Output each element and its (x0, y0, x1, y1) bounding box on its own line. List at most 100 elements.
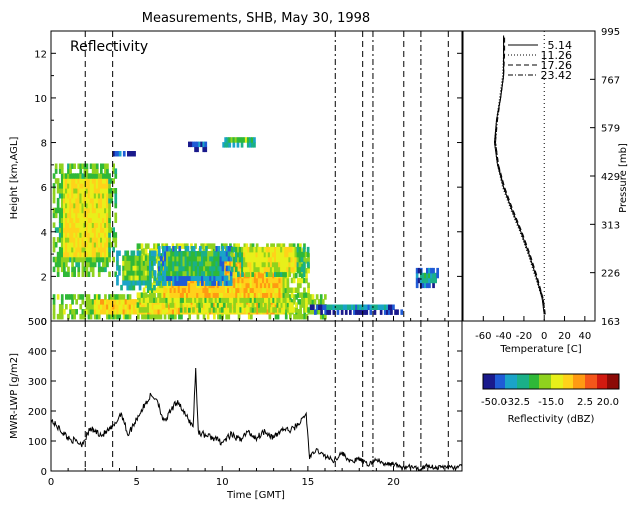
radar-cell (227, 302, 230, 308)
radar-cell (237, 292, 240, 298)
radar-cell (294, 266, 298, 273)
radar-cell (309, 304, 313, 310)
radar-cell (196, 313, 200, 320)
radar-cell (102, 261, 105, 268)
radar-cell (167, 292, 171, 298)
radar-cell (223, 255, 227, 262)
radar-cell (52, 212, 56, 219)
radar-cell (157, 309, 161, 315)
radar-cell (202, 243, 206, 249)
radar-cell (77, 173, 81, 179)
radar-cell (199, 270, 202, 277)
radar-cell (239, 272, 243, 279)
radar-cell (151, 304, 155, 310)
radar-cell (206, 307, 210, 313)
radar-cell (202, 304, 206, 310)
radar-cell (142, 297, 146, 303)
radar-cell (175, 302, 179, 308)
radar-cell (268, 287, 271, 293)
colorbar-cell (519, 374, 522, 389)
pressure-tick-label: 226 (601, 269, 620, 280)
radar-cell (60, 309, 64, 315)
radar-cell (204, 292, 208, 298)
radar-cell (106, 227, 109, 233)
radar-cell (340, 309, 344, 315)
pressure-tick-label: 579 (601, 124, 620, 135)
radar-cell (251, 307, 255, 313)
radar-cell (69, 207, 72, 214)
radar-cell (60, 222, 64, 228)
colorbar-cell (503, 374, 506, 389)
radar-cell (93, 294, 97, 300)
radar-cell (396, 309, 399, 315)
radar-cell (91, 163, 95, 169)
radar-cell (132, 280, 136, 286)
radar-cell (239, 282, 243, 289)
colorbar-gradient (483, 374, 620, 389)
radar-cell (267, 271, 271, 277)
radar-cell (247, 307, 251, 313)
radar-cell (188, 255, 192, 262)
radar-cell (161, 297, 164, 303)
radar-cell (100, 227, 103, 233)
radar-cell (282, 271, 285, 277)
radar-cell (95, 202, 99, 209)
radar-cell (282, 302, 286, 308)
radar-cell (239, 307, 243, 313)
radar-cell (87, 237, 91, 243)
radar-cell (63, 178, 66, 184)
radar-cell (159, 275, 163, 281)
radar-cell (299, 282, 302, 289)
radar-cell (202, 146, 206, 153)
radar-cell (144, 307, 148, 313)
radar-cell (355, 309, 358, 315)
radar-cell (204, 141, 208, 148)
radar-cell (104, 202, 107, 209)
radar-cell (219, 255, 223, 262)
radar-cell (303, 302, 306, 308)
radar-cell (237, 287, 240, 293)
radar-cell (363, 304, 367, 310)
radar-cell (69, 251, 72, 258)
radar-cell (81, 183, 85, 189)
radar-cell (73, 212, 76, 219)
radar-cell (349, 309, 352, 315)
radar-cell (264, 287, 267, 293)
radar-cell (83, 197, 87, 204)
radar-cell (268, 277, 271, 284)
radar-cell (58, 163, 62, 169)
radar-cell (87, 246, 91, 253)
radar-cell (56, 256, 60, 263)
radar-cell (282, 282, 286, 289)
radar-cell (290, 246, 294, 253)
radar-cell (201, 251, 204, 257)
radar-cell (118, 270, 121, 276)
radar-cell (108, 227, 111, 233)
radar-cell (95, 217, 99, 223)
radar-cell (174, 255, 177, 262)
radar-cell (97, 304, 101, 310)
radar-cell (253, 297, 257, 303)
radar-cell (202, 287, 206, 293)
radar-cell (122, 313, 126, 320)
radar-cell (56, 188, 60, 194)
radar-cell (69, 256, 72, 263)
radar-cell (194, 265, 198, 272)
radar-cell (87, 242, 91, 248)
radar-cell (69, 173, 72, 179)
radar-cell (77, 212, 81, 219)
radar-cell (134, 265, 138, 271)
colorbar-cell (529, 374, 532, 389)
radar-cell (315, 309, 319, 315)
radar-cell (253, 272, 257, 279)
radar-cell (73, 217, 76, 223)
radar-cell (58, 237, 62, 243)
radar-cell (104, 168, 107, 174)
radar-cell (255, 292, 259, 298)
radar-cell (155, 313, 159, 320)
radar-cell (85, 299, 89, 305)
colorbar-cell (593, 374, 596, 389)
radar-cell (95, 168, 99, 174)
time-axis-ticks: 0 5 10 15 20 (48, 316, 446, 488)
radar-cell (305, 258, 308, 264)
